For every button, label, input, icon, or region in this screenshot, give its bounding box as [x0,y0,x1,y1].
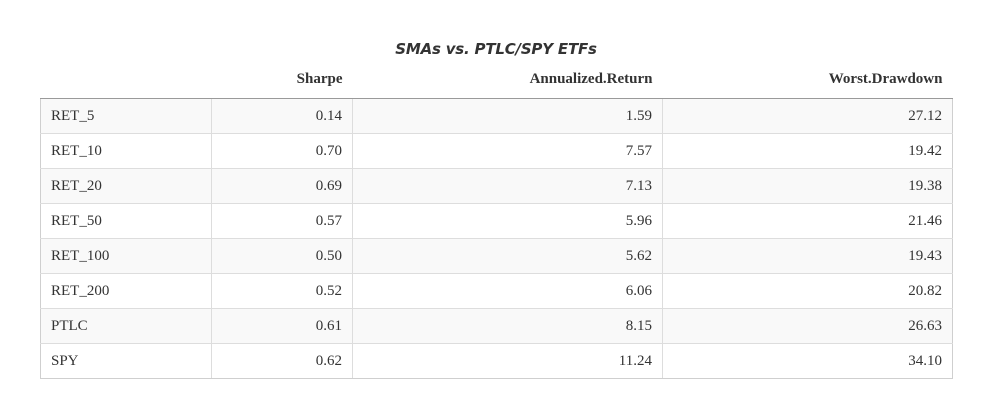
row-label-cell: RET_100 [40,238,212,274]
table-caption: SMAs vs. PTLC/SPY ETFs [395,40,597,58]
worst-drawdown-cell: 26.63 [662,308,953,344]
row-label-cell: RET_200 [40,273,212,309]
annualized-return-cell: 7.13 [352,168,663,204]
worst-drawdown-cell: 21.46 [662,203,953,239]
worst-drawdown-cell: 19.42 [662,133,953,169]
annualized-return-cell: 1.59 [352,98,663,134]
annualized-return-cell: 8.15 [352,308,663,344]
worst-drawdown-cell: 34.10 [662,343,953,379]
worst-drawdown-cell: 19.43 [662,238,953,274]
table-row: RET_5 0.14 1.59 27.12 [40,98,953,134]
table-row: RET_50 0.57 5.96 21.46 [40,203,953,239]
table-row: RET_100 0.50 5.62 19.43 [40,238,953,274]
sharpe-cell: 0.61 [211,308,353,344]
annualized-return-cell: 6.06 [352,273,663,309]
sharpe-cell: 0.62 [211,343,353,379]
sharpe-cell: 0.69 [211,168,353,204]
header-cell-annualized-return: Annualized.Return [352,60,663,99]
sharpe-cell: 0.57 [211,203,353,239]
row-label-cell: PTLC [40,308,212,344]
row-label-cell: RET_5 [40,98,212,134]
sharpe-cell: 0.52 [211,273,353,309]
annualized-return-cell: 5.96 [352,203,663,239]
worst-drawdown-cell: 20.82 [662,273,953,309]
row-label-cell: SPY [40,343,212,379]
sharpe-cell: 0.14 [211,98,353,134]
results-table: Sharpe Annualized.Return Worst.Drawdown … [40,60,953,379]
table-container: SMAs vs. PTLC/SPY ETFs Sharpe Annualized… [40,38,953,379]
row-label-cell: RET_10 [40,133,212,169]
annualized-return-cell: 5.62 [352,238,663,274]
table-row: RET_200 0.52 6.06 20.82 [40,273,953,309]
annualized-return-cell: 11.24 [352,343,663,379]
sharpe-cell: 0.50 [211,238,353,274]
table-row: SPY 0.62 11.24 34.10 [40,343,953,379]
annualized-return-cell: 7.57 [352,133,663,169]
table-row: RET_20 0.69 7.13 19.38 [40,168,953,204]
header-cell-sharpe: Sharpe [211,60,353,99]
table-row: RET_10 0.70 7.57 19.42 [40,133,953,169]
row-label-cell: RET_50 [40,203,212,239]
header-cell-worst-drawdown: Worst.Drawdown [662,60,953,99]
worst-drawdown-cell: 19.38 [662,168,953,204]
header-cell-label [40,60,212,99]
sharpe-cell: 0.70 [211,133,353,169]
header-row: Sharpe Annualized.Return Worst.Drawdown [40,60,953,99]
row-label-cell: RET_20 [40,168,212,204]
worst-drawdown-cell: 27.12 [662,98,953,134]
table-row: PTLC 0.61 8.15 26.63 [40,308,953,344]
